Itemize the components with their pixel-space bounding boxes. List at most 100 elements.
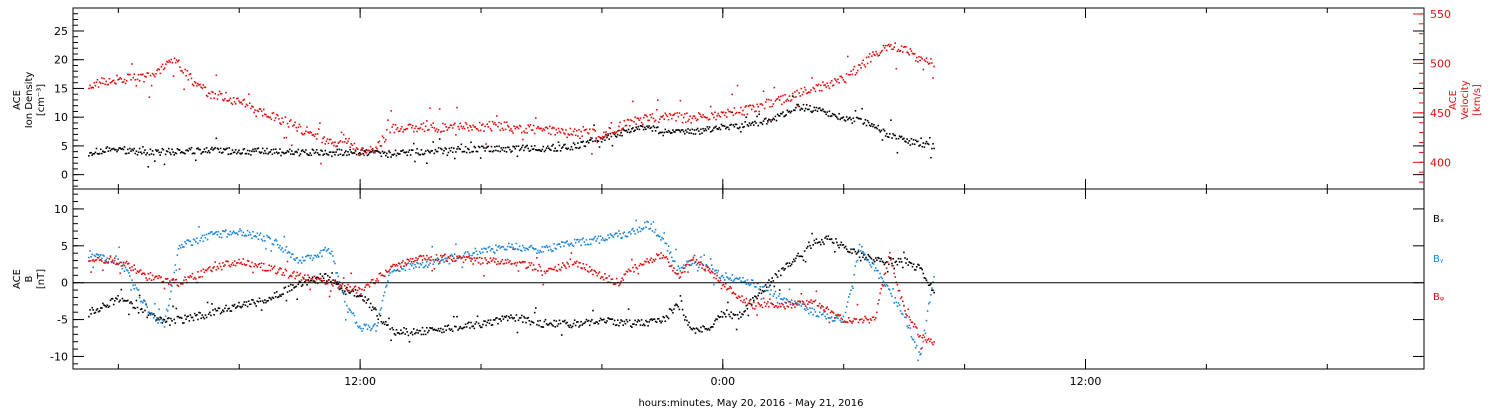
data-point-red bbox=[926, 61, 929, 64]
data-point-Bx bbox=[651, 319, 654, 321]
data-point-Bz bbox=[97, 257, 100, 259]
data-point-By bbox=[919, 353, 921, 356]
data-point-red bbox=[894, 42, 896, 44]
data-point-Bz bbox=[461, 256, 464, 259]
data-point-By bbox=[351, 312, 354, 315]
data-point-red bbox=[755, 110, 757, 112]
data-point-Bx bbox=[222, 309, 224, 311]
data-point-By bbox=[677, 265, 680, 267]
data-point-By bbox=[614, 232, 617, 235]
data-point-Bx bbox=[521, 314, 523, 317]
data-point-Bx bbox=[484, 320, 486, 323]
data-point-red bbox=[581, 135, 583, 137]
data-point-black bbox=[533, 145, 536, 147]
data-point-Bz bbox=[441, 256, 443, 259]
data-point-Bz bbox=[279, 267, 281, 269]
data-point-black bbox=[931, 147, 933, 150]
data-point-Bx bbox=[912, 263, 915, 265]
data-point-Bx bbox=[297, 283, 300, 286]
data-point-black bbox=[774, 115, 777, 118]
data-point-Bz bbox=[839, 314, 841, 316]
data-point-Bz bbox=[571, 264, 574, 266]
density-axis-tick-label: 10 bbox=[54, 111, 68, 124]
data-point-black bbox=[103, 151, 105, 153]
data-point-Bz bbox=[437, 258, 440, 261]
data-point-red bbox=[410, 127, 413, 129]
data-point-black bbox=[385, 154, 387, 157]
data-point-red bbox=[225, 91, 227, 94]
data-point-Bz bbox=[363, 289, 365, 291]
data-point-Bz bbox=[396, 268, 399, 271]
data-point-black bbox=[130, 150, 132, 152]
data-point-By bbox=[468, 253, 470, 255]
data-point-By bbox=[870, 266, 873, 268]
data-point-By bbox=[385, 286, 387, 288]
data-point-Bz bbox=[911, 321, 914, 324]
data-point-By bbox=[581, 238, 583, 241]
data-point-red bbox=[691, 117, 694, 120]
data-point-Bx bbox=[597, 323, 600, 325]
data-point-red bbox=[634, 116, 636, 119]
data-point-black bbox=[909, 144, 912, 146]
data-point-black bbox=[552, 143, 554, 146]
data-point-By bbox=[815, 315, 818, 318]
data-point-By bbox=[553, 243, 555, 245]
data-point-Bz bbox=[346, 288, 348, 291]
data-point-Bx bbox=[618, 324, 620, 327]
data-point-By bbox=[655, 235, 658, 237]
data-point-Bx bbox=[253, 301, 255, 304]
data-point-Bx bbox=[224, 307, 226, 310]
data-point-Bz bbox=[592, 273, 594, 276]
data-point-Bz bbox=[784, 307, 786, 310]
data-point-By bbox=[748, 284, 751, 287]
data-point-red bbox=[228, 99, 230, 102]
data-point-red bbox=[226, 100, 228, 102]
data-point-By bbox=[863, 252, 865, 254]
data-point-Bx bbox=[285, 299, 288, 302]
data-point-Bz bbox=[528, 261, 531, 264]
data-point-Bz bbox=[382, 275, 385, 277]
data-point-red bbox=[754, 110, 756, 113]
data-point-black bbox=[655, 126, 658, 129]
data-point-Bz bbox=[428, 257, 430, 259]
data-point-Bx bbox=[714, 319, 716, 322]
data-point-red bbox=[854, 74, 857, 76]
data-point-red bbox=[229, 97, 232, 100]
data-point-Bz bbox=[565, 267, 567, 269]
data-point-By bbox=[472, 252, 474, 255]
data-point-black bbox=[578, 147, 580, 150]
data-point-Bz bbox=[316, 282, 319, 285]
data-point-red bbox=[736, 84, 739, 87]
data-point-red bbox=[214, 93, 216, 95]
data-point-red bbox=[778, 99, 781, 101]
data-point-Bx bbox=[735, 328, 738, 331]
data-point-black bbox=[803, 110, 806, 112]
data-point-Bx bbox=[813, 239, 816, 242]
data-point-red bbox=[340, 131, 343, 134]
data-point-Bx bbox=[139, 308, 142, 311]
data-point-Bx bbox=[502, 318, 505, 320]
data-point-Bz bbox=[497, 260, 499, 263]
data-point-red bbox=[842, 79, 845, 81]
data-point-By bbox=[134, 284, 137, 286]
data-point-Bz bbox=[594, 270, 596, 273]
data-point-black bbox=[927, 143, 930, 146]
data-point-red bbox=[825, 86, 827, 88]
data-point-red bbox=[759, 103, 762, 105]
data-point-red bbox=[930, 58, 932, 60]
data-point-By bbox=[923, 329, 926, 332]
data-point-Bz bbox=[103, 262, 105, 264]
data-point-Bx bbox=[727, 301, 729, 304]
data-point-By bbox=[865, 258, 867, 260]
data-point-Bz bbox=[156, 275, 158, 278]
data-point-Bz bbox=[177, 285, 180, 287]
data-point-Bz bbox=[642, 263, 645, 266]
data-point-red bbox=[586, 131, 589, 134]
data-point-Bx bbox=[259, 300, 262, 302]
data-point-black bbox=[654, 130, 657, 132]
data-point-black bbox=[539, 149, 541, 152]
data-point-Bx bbox=[897, 257, 900, 260]
data-point-By bbox=[808, 312, 810, 315]
data-point-Bz bbox=[155, 275, 157, 278]
data-point-red bbox=[90, 87, 92, 89]
